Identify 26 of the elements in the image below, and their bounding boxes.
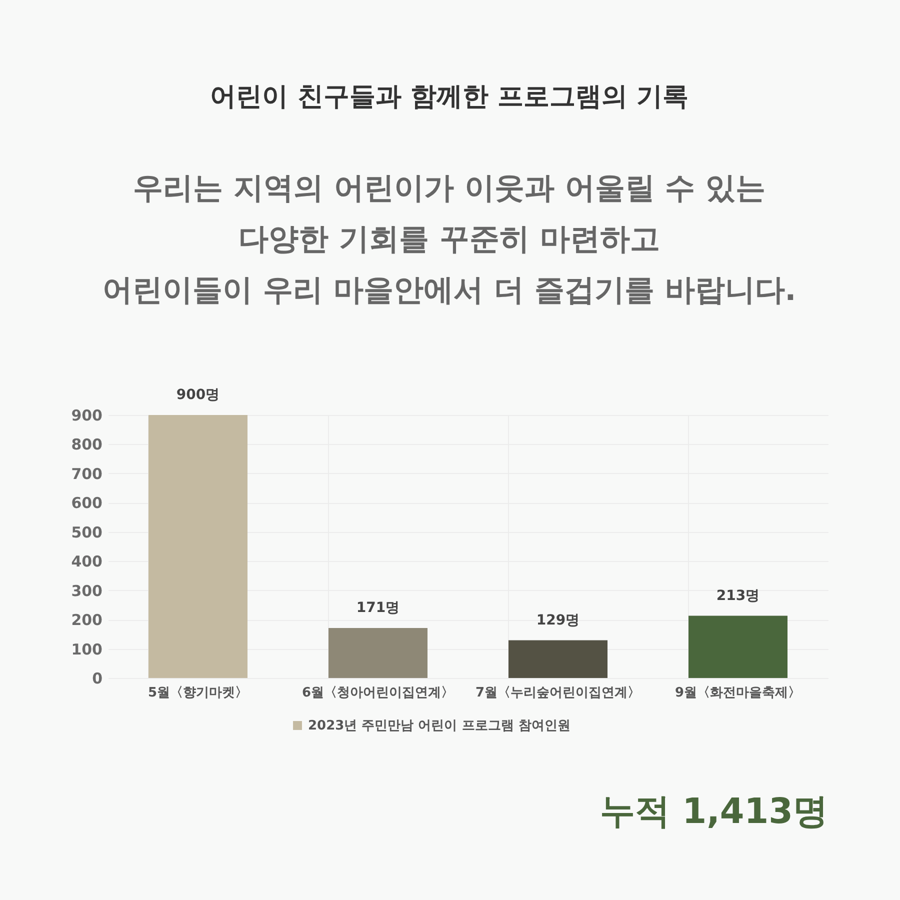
text: 누적 1,413명 [600,792,828,832]
y-tick-label: 500 [71,523,102,542]
text: 900명 [176,387,220,403]
y-tick-label: 400 [71,552,102,571]
x-tick-label: 7월〈누리숲어린이집연계〉 [475,686,641,700]
chart-subtitle: 우리는 지역의 어린이가 이웃과 어울릴 수 있는 다양한 기회를 꾸준히 마련하고 어린이들이 우리 마을안에서 더 즐겁기를 바랍니다. [102,171,796,308]
legend-label: 2023년 주민만남 어린이 프로그램 참여인원 [308,718,570,734]
bar [148,415,248,678]
y-tick-label: 600 [71,494,102,512]
bar [328,628,428,678]
bar [508,640,608,678]
y-tick-label: 800 [71,436,102,454]
y-tick-label: 200 [71,611,102,630]
text: 171명 [356,600,400,616]
y-tick-label: 700 [71,464,102,483]
x-tick-label: 6월〈청아어린이집연계〉 [302,686,454,700]
text: 213명 [716,588,760,604]
y-tick-label: 0 [92,670,102,688]
y-tick-label: 300 [71,582,102,600]
chart-title: 어린이 친구들과 함께한 프로그램의 기록 [210,82,688,112]
x-tick-label: 9월〈화전마을축제〉 [674,686,802,700]
text: 129명 [536,612,580,628]
x-tick-label: 5월〈향기마켓〉 [148,686,248,700]
y-tick-label: 100 [71,640,102,658]
y-tick-label: 900 [71,406,102,424]
bar [688,616,788,678]
